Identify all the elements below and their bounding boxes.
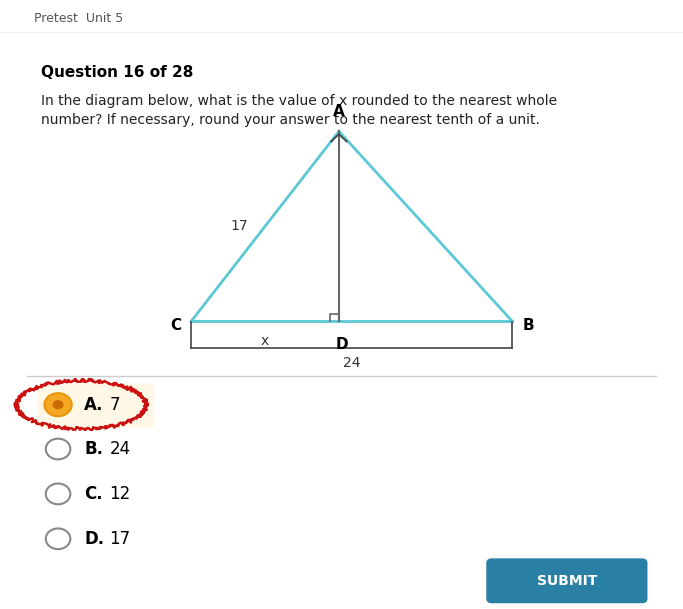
FancyBboxPatch shape (486, 558, 647, 604)
Text: x: x (261, 334, 269, 348)
Text: 12: 12 (109, 485, 130, 503)
Text: D: D (336, 337, 348, 353)
Text: 24: 24 (109, 440, 130, 458)
Text: In the diagram below, what is the value of x rounded to the nearest whole: In the diagram below, what is the value … (41, 94, 557, 108)
Circle shape (53, 400, 64, 409)
Circle shape (44, 393, 72, 416)
Text: B.: B. (84, 440, 103, 458)
Text: D.: D. (84, 530, 104, 547)
Text: C: C (170, 319, 181, 333)
Text: 17: 17 (109, 530, 130, 547)
Text: 24: 24 (343, 356, 361, 370)
Text: Pretest  Unit 5: Pretest Unit 5 (34, 12, 124, 25)
Text: B: B (522, 319, 534, 333)
Text: A.: A. (84, 396, 104, 414)
Text: C.: C. (84, 485, 102, 503)
Text: SUBMIT: SUBMIT (537, 574, 597, 588)
Text: Question 16 of 28: Question 16 of 28 (41, 65, 193, 80)
Text: A: A (333, 104, 345, 119)
FancyBboxPatch shape (38, 384, 154, 428)
Text: number? If necessary, round your answer to the nearest tenth of a unit.: number? If necessary, round your answer … (41, 113, 540, 127)
Text: 7: 7 (109, 396, 120, 414)
Text: 17: 17 (230, 219, 248, 233)
